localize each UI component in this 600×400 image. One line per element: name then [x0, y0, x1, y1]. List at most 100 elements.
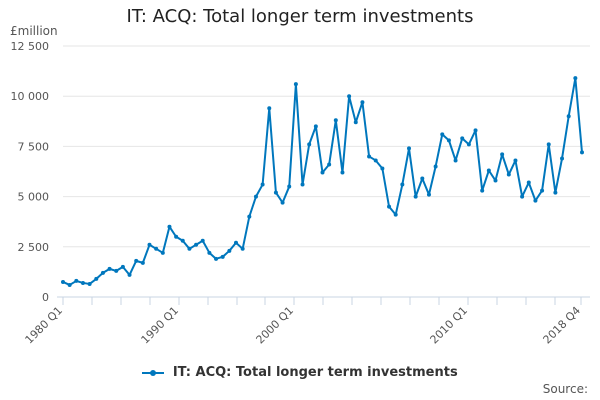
data-point-marker[interactable] [207, 250, 212, 255]
data-point-marker[interactable] [154, 246, 159, 251]
data-point-marker[interactable] [393, 212, 398, 217]
data-series [61, 76, 584, 287]
data-point-marker[interactable] [367, 154, 372, 159]
data-point-marker[interactable] [533, 198, 538, 203]
data-point-marker[interactable] [540, 188, 545, 193]
data-point-marker[interactable] [280, 200, 285, 205]
y-tick-label: 2 500 [18, 241, 50, 254]
data-point-marker[interactable] [220, 254, 225, 259]
data-point-marker[interactable] [167, 224, 172, 229]
data-point-marker[interactable] [466, 142, 471, 147]
data-point-marker[interactable] [380, 166, 385, 171]
x-axis: 1980 Q1 1990 Q1 2000 Q1 2010 Q1 2018 Q4 [23, 296, 590, 347]
data-point-marker[interactable] [513, 158, 518, 163]
data-point-marker[interactable] [486, 168, 491, 173]
data-point-marker[interactable] [160, 250, 165, 255]
data-point-marker[interactable] [506, 172, 511, 177]
y-tick-label: 5 000 [18, 191, 50, 204]
data-point-marker[interactable] [327, 162, 332, 167]
data-point-marker[interactable] [300, 182, 305, 187]
data-point-marker[interactable] [520, 194, 525, 199]
data-point-marker[interactable] [234, 240, 238, 245]
y-axis-ticks: 0 2 500 5 000 7 500 10 000 12 500 [11, 40, 50, 304]
y-tick-label: 10 000 [11, 90, 50, 103]
data-point-marker[interactable] [267, 106, 272, 111]
data-point-marker[interactable] [120, 264, 125, 269]
data-point-marker[interactable] [260, 182, 265, 187]
data-point-marker[interactable] [493, 178, 498, 183]
gridlines [63, 45, 590, 248]
data-point-marker[interactable] [94, 276, 99, 281]
legend-line-marker-icon [142, 369, 165, 376]
legend-label: IT: ACQ: Total longer term investments [172, 365, 458, 380]
data-point-marker[interactable] [307, 142, 312, 147]
data-point-marker[interactable] [114, 268, 119, 273]
data-point-marker[interactable] [253, 194, 258, 199]
data-point-marker[interactable] [180, 238, 185, 243]
data-point-marker[interactable] [420, 176, 425, 181]
data-point-marker[interactable] [333, 118, 338, 123]
data-point-marker[interactable] [433, 164, 438, 169]
data-point-marker[interactable] [87, 281, 92, 286]
data-point-marker[interactable] [453, 158, 458, 163]
data-point-marker[interactable] [347, 94, 352, 99]
data-point-marker[interactable] [460, 136, 465, 141]
data-point-marker[interactable] [353, 120, 358, 125]
data-point-marker[interactable] [140, 260, 145, 265]
data-point-marker[interactable] [74, 278, 79, 283]
data-point-marker[interactable] [227, 248, 232, 253]
data-point-marker[interactable] [320, 170, 325, 175]
x-tick-label: 2000 Q1 [254, 304, 297, 347]
data-point-marker[interactable] [360, 100, 365, 105]
y-tick-label: 7 500 [18, 140, 50, 153]
legend[interactable]: IT: ACQ: Total longer term investments [0, 365, 600, 380]
data-point-marker[interactable] [107, 266, 112, 271]
data-point-marker[interactable] [194, 242, 199, 247]
data-point-marker[interactable] [500, 152, 505, 157]
data-point-marker[interactable] [61, 279, 65, 284]
data-point-marker[interactable] [560, 156, 565, 161]
data-point-marker[interactable] [387, 204, 392, 209]
x-tick-label: 2018 Q4 [541, 304, 584, 347]
x-tick-label: 2010 Q1 [428, 304, 471, 347]
data-point-marker[interactable] [407, 146, 411, 151]
data-point-marker[interactable] [174, 234, 179, 239]
data-point-marker[interactable] [240, 246, 245, 251]
y-tick-label: 12 500 [11, 40, 50, 53]
data-point-marker[interactable] [526, 180, 531, 185]
data-point-marker[interactable] [127, 272, 132, 277]
data-point-marker[interactable] [426, 192, 431, 197]
data-point-marker[interactable] [80, 280, 85, 285]
data-point-marker[interactable] [580, 150, 584, 155]
data-point-marker[interactable] [100, 270, 105, 275]
y-tick-label: 0 [42, 291, 49, 304]
data-point-marker[interactable] [200, 238, 205, 243]
data-point-marker[interactable] [440, 132, 445, 137]
data-point-marker[interactable] [446, 138, 451, 143]
source-label: Source: [542, 382, 588, 396]
series-line [62, 77, 583, 286]
data-point-marker[interactable] [247, 214, 252, 219]
y-axis-unit-label: £million [10, 24, 58, 38]
data-point-marker[interactable] [187, 246, 192, 251]
data-point-marker[interactable] [546, 142, 551, 147]
data-point-marker[interactable] [273, 190, 278, 195]
data-point-marker[interactable] [293, 82, 298, 87]
data-point-marker[interactable] [134, 258, 139, 263]
data-point-marker[interactable] [480, 188, 485, 193]
data-point-marker[interactable] [287, 184, 292, 189]
data-point-marker[interactable] [553, 190, 558, 195]
data-point-marker[interactable] [214, 256, 219, 261]
x-tick-label: 1990 Q1 [139, 304, 182, 347]
data-point-marker[interactable] [340, 170, 345, 175]
data-point-marker[interactable] [473, 128, 478, 133]
data-point-marker[interactable] [413, 194, 418, 199]
data-point-marker[interactable] [573, 76, 578, 81]
data-point-marker[interactable] [566, 114, 571, 119]
data-point-marker[interactable] [147, 242, 152, 247]
data-point-marker[interactable] [67, 282, 72, 287]
data-point-marker[interactable] [373, 158, 378, 163]
data-point-marker[interactable] [313, 124, 318, 129]
data-point-marker[interactable] [400, 182, 405, 187]
